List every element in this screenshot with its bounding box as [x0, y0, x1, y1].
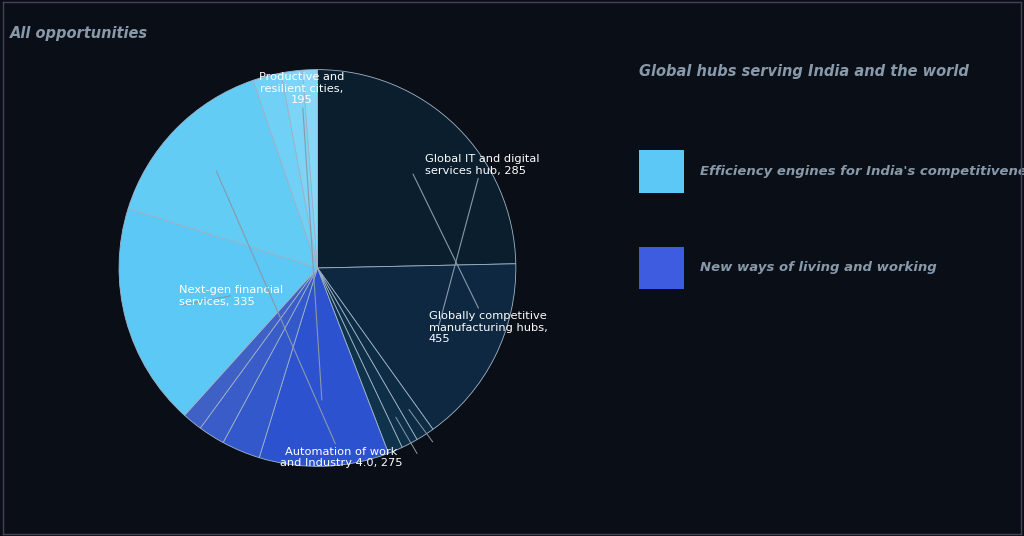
Text: Global hubs serving India and the world: Global hubs serving India and the world — [639, 64, 969, 79]
Bar — [639, 247, 684, 289]
Wedge shape — [317, 268, 402, 453]
Wedge shape — [184, 268, 317, 428]
Wedge shape — [253, 73, 317, 268]
Wedge shape — [317, 70, 516, 268]
Text: Next-gen financial
services, 335: Next-gen financial services, 335 — [178, 285, 283, 307]
Wedge shape — [317, 268, 417, 448]
Wedge shape — [302, 70, 317, 268]
Wedge shape — [317, 268, 433, 440]
Text: Efficiency engines for India's competitiveness: Efficiency engines for India's competiti… — [700, 165, 1024, 178]
Wedge shape — [223, 268, 317, 458]
Wedge shape — [259, 268, 388, 466]
Text: Globally competitive
manufacturing hubs,
455: Globally competitive manufacturing hubs,… — [413, 174, 547, 344]
Wedge shape — [119, 209, 317, 415]
Text: All opportunities: All opportunities — [10, 26, 148, 41]
Wedge shape — [201, 268, 317, 443]
Text: Global IT and digital
services hub, 285: Global IT and digital services hub, 285 — [425, 154, 539, 326]
Bar — [639, 150, 684, 193]
Text: Productive and
resilient cities,
195: Productive and resilient cities, 195 — [259, 72, 344, 400]
Wedge shape — [317, 264, 516, 429]
Wedge shape — [282, 70, 317, 268]
Text: Automation of work
and Industry 4.0, 275: Automation of work and Industry 4.0, 275 — [216, 171, 402, 468]
Text: New ways of living and working: New ways of living and working — [700, 262, 937, 274]
Wedge shape — [128, 80, 317, 268]
